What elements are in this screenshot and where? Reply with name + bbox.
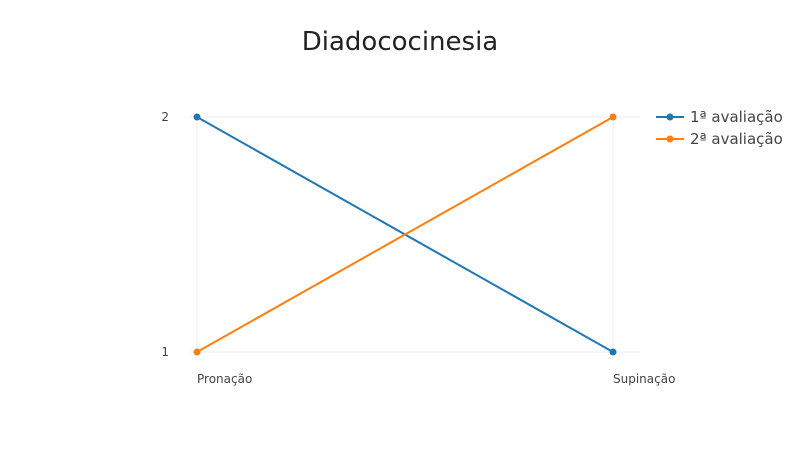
legend-label: 2ª avaliação (690, 130, 783, 148)
x-tick-label: Supinação (613, 372, 675, 386)
legend[interactable]: 1ª avaliação 2ª avaliação (656, 108, 783, 148)
data-point[interactable] (193, 348, 201, 356)
legend-marker (666, 135, 674, 143)
y-tick-label: 2 (161, 110, 169, 124)
legend-item-1[interactable]: 1ª avaliação (656, 108, 783, 126)
legend-label: 1ª avaliação (690, 108, 783, 126)
x-axis-ticks: Pronação Supinação (197, 372, 675, 386)
series-lines (193, 113, 617, 356)
data-point[interactable] (609, 113, 617, 121)
chart-title: Diadococinesia (302, 27, 499, 57)
legend-item-2[interactable]: 2ª avaliação (656, 130, 783, 148)
grid (190, 116, 640, 353)
y-axis-ticks: 12 (161, 110, 169, 359)
data-point[interactable] (609, 348, 617, 356)
legend-marker (666, 113, 674, 121)
data-point[interactable] (193, 113, 201, 121)
series-line-2[interactable] (196, 116, 614, 353)
y-tick-label: 1 (161, 345, 169, 359)
x-tick-label: Pronação (197, 372, 252, 386)
